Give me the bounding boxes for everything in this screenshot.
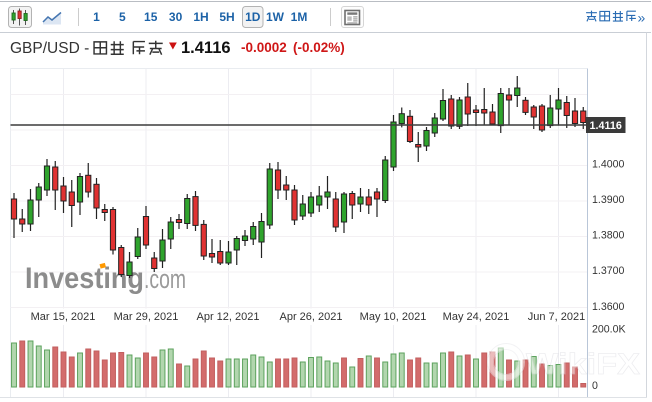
svg-text:GBP/USD -: GBP/USD - xyxy=(10,40,89,57)
svg-text:1M: 1M xyxy=(291,10,308,24)
svg-text:Apr 12, 2021: Apr 12, 2021 xyxy=(197,311,260,323)
svg-text:0: 0 xyxy=(592,380,598,392)
svg-text:»: » xyxy=(638,10,646,26)
svg-text:May 10, 2021: May 10, 2021 xyxy=(360,311,427,323)
svg-text:Mar 29, 2021: Mar 29, 2021 xyxy=(114,311,179,323)
svg-text:1.3900: 1.3900 xyxy=(592,194,625,206)
svg-text:(-0.02%): (-0.02%) xyxy=(293,40,345,55)
svg-text:May 24, 2021: May 24, 2021 xyxy=(443,311,510,323)
svg-text:5H: 5H xyxy=(219,10,234,24)
svg-text:1.3700: 1.3700 xyxy=(592,265,625,277)
svg-text:1H: 1H xyxy=(193,10,208,24)
svg-text:5: 5 xyxy=(119,10,126,24)
svg-text:1W: 1W xyxy=(266,10,285,24)
svg-text:Investing: Investing xyxy=(25,262,144,295)
svg-text:.com: .com xyxy=(144,264,186,294)
svg-text:Apr 26, 2021: Apr 26, 2021 xyxy=(280,311,343,323)
svg-text:30: 30 xyxy=(169,10,183,24)
svg-text:1.3800: 1.3800 xyxy=(592,230,625,242)
svg-text:15: 15 xyxy=(144,10,158,24)
svg-text:1.4116: 1.4116 xyxy=(181,39,231,57)
svg-text:1D: 1D xyxy=(245,10,261,24)
svg-text:200.0K: 200.0K xyxy=(592,323,626,335)
svg-text:1: 1 xyxy=(93,10,100,24)
svg-text:1.4116: 1.4116 xyxy=(589,120,621,132)
svg-text:1.3600: 1.3600 xyxy=(592,301,625,313)
svg-text:WikiFX: WikiFX xyxy=(526,348,640,381)
svg-text:1.4000: 1.4000 xyxy=(592,158,625,170)
svg-text:-0.0002: -0.0002 xyxy=(241,40,287,55)
svg-text:Jun 7, 2021: Jun 7, 2021 xyxy=(528,311,586,323)
svg-text:Mar 15, 2021: Mar 15, 2021 xyxy=(31,311,96,323)
